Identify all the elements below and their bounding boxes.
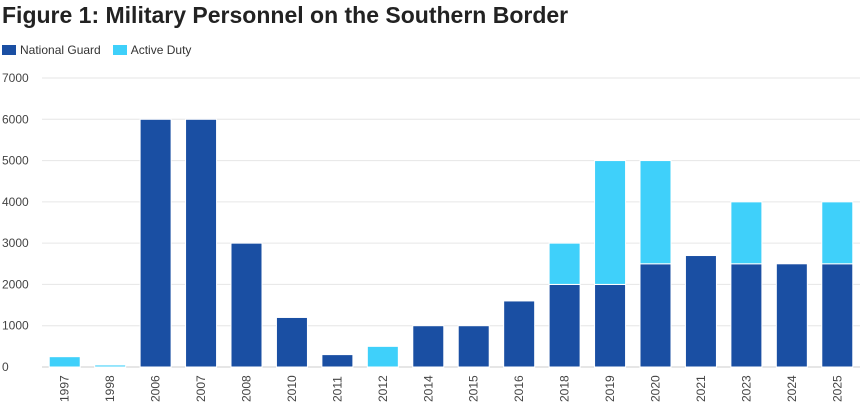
x-tick-label-2018: 2018: [558, 375, 572, 402]
x-tick-label-2019: 2019: [603, 375, 617, 402]
bar-active-duty-1998: [94, 364, 127, 368]
bar-active-duty-2019: [594, 160, 627, 285]
chart-title: Figure 1: Military Personnel on the Sout…: [2, 2, 569, 28]
x-tick-label-2025: 2025: [830, 375, 844, 402]
legend-label-national-guard: National Guard: [20, 43, 101, 57]
bar-national-guard-2023: [730, 263, 763, 368]
y-tick-label-1000: 1000: [2, 319, 29, 333]
x-tick-label-2008: 2008: [240, 375, 254, 402]
bar-national-guard-2008: [230, 242, 263, 368]
bar-active-duty-1997: [48, 356, 81, 368]
bar-active-duty-2020: [639, 160, 672, 265]
bar-national-guard-2015: [457, 325, 490, 368]
x-tick-label-2021: 2021: [694, 375, 708, 402]
legend: National Guard Active Duty: [2, 43, 203, 57]
legend-label-active-duty: Active Duty: [130, 43, 192, 57]
y-tick-label-6000: 6000: [2, 112, 29, 126]
x-tick-label-2016: 2016: [512, 375, 526, 402]
x-tick-label-2015: 2015: [467, 375, 481, 402]
x-tick-label-2023: 2023: [739, 375, 753, 402]
y-tick-label-3000: 3000: [2, 236, 29, 250]
y-tick-label-7000: 7000: [2, 71, 29, 85]
bar-national-guard-2019: [594, 283, 627, 368]
bar-national-guard-2020: [639, 263, 672, 368]
bar-national-guard-2011: [321, 354, 354, 368]
bar-national-guard-2014: [412, 325, 445, 368]
x-tick-label-2010: 2010: [285, 375, 299, 402]
bar-active-duty-2018: [548, 242, 581, 285]
x-tick-label-1998: 1998: [103, 375, 117, 402]
bar-national-guard-2024: [775, 263, 808, 368]
x-tick-label-2007: 2007: [194, 375, 208, 402]
y-tick-label-4000: 4000: [2, 195, 29, 209]
legend-item-active-duty: Active Duty: [112, 43, 192, 57]
x-tick-label-1997: 1997: [58, 375, 72, 402]
y-tick-label-5000: 5000: [2, 154, 29, 168]
x-tick-label-2020: 2020: [649, 375, 663, 402]
x-tick-label-2024: 2024: [785, 375, 799, 402]
x-tick-label-2012: 2012: [376, 375, 390, 402]
bar-national-guard-2021: [684, 255, 717, 368]
y-tick-label-2000: 2000: [2, 277, 29, 291]
bar-national-guard-2006: [139, 118, 172, 368]
x-tick-label-2014: 2014: [421, 375, 435, 402]
bar-national-guard-2007: [185, 118, 218, 368]
legend-item-national-guard: National Guard: [2, 43, 101, 57]
legend-swatch-national-guard: [2, 45, 16, 55]
bar-active-duty-2012: [366, 345, 399, 368]
x-tick-label-2011: 2011: [330, 376, 344, 402]
x-tick-label-2006: 2006: [149, 375, 163, 402]
bar-national-guard-2018: [548, 283, 581, 368]
bar-active-duty-2025: [821, 201, 854, 265]
bar-active-duty-2023: [730, 201, 763, 265]
bar-national-guard-2025: [821, 263, 854, 368]
y-tick-label-0: 0: [2, 360, 9, 374]
bar-national-guard-2016: [503, 300, 536, 368]
bar-national-guard-2010: [275, 316, 308, 368]
legend-swatch-active-duty: [112, 45, 127, 55]
